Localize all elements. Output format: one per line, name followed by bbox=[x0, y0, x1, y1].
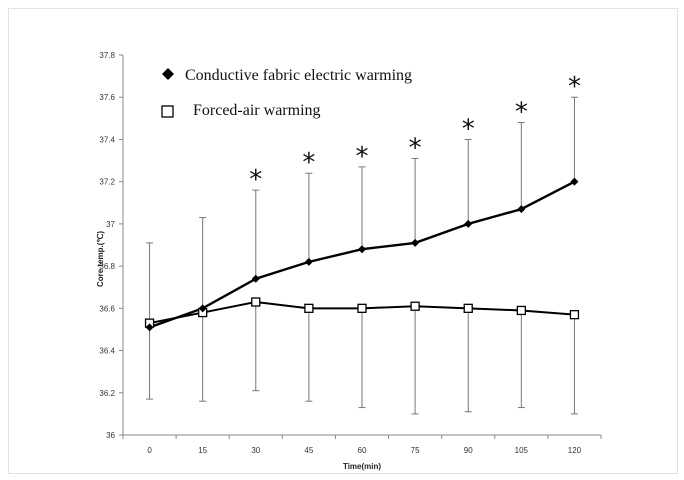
significance-star: * bbox=[409, 133, 422, 163]
x-tick-label: 0 bbox=[147, 446, 152, 455]
axes bbox=[122, 55, 601, 436]
y-tick-label: 36.8 bbox=[99, 262, 115, 271]
significance-star: * bbox=[462, 114, 475, 144]
x-tick-label: 30 bbox=[251, 446, 260, 455]
x-axis-title: Time(min) bbox=[343, 462, 381, 471]
y-tick-label: 37.6 bbox=[99, 93, 115, 102]
y-tick-label: 37.4 bbox=[99, 135, 115, 144]
y-tick-label: 36.6 bbox=[99, 304, 115, 313]
data-point-forced-air bbox=[357, 303, 367, 313]
significance-star: * bbox=[249, 165, 262, 195]
significance-markers: * * * * * * * bbox=[249, 72, 581, 195]
x-tick-label: 15 bbox=[198, 446, 207, 455]
legend-square-marker bbox=[161, 105, 174, 118]
legend-diamond-marker bbox=[162, 68, 174, 80]
data-point-conductive bbox=[464, 219, 473, 228]
y-tick-label: 37.2 bbox=[99, 178, 115, 187]
legend: Conductive fabric electric warming Force… bbox=[161, 67, 412, 119]
y-tick-label: 36 bbox=[106, 431, 115, 440]
x-tick-label: 120 bbox=[568, 446, 582, 455]
significance-star: * bbox=[356, 142, 369, 172]
x-axis-ticks: 0 15 30 45 60 75 90 105 120 bbox=[122, 435, 602, 455]
data-point-conductive bbox=[304, 257, 313, 266]
y-tick-label: 37 bbox=[106, 220, 115, 229]
x-tick-label: 75 bbox=[411, 446, 420, 455]
y-tick-label: 36.2 bbox=[99, 389, 115, 398]
data-point-conductive bbox=[358, 245, 366, 254]
data-point-forced-air bbox=[410, 301, 420, 311]
data-point-forced-air bbox=[569, 310, 580, 320]
data-point-forced-air bbox=[251, 297, 261, 307]
data-point-forced-air bbox=[304, 303, 314, 313]
x-tick-label: 60 bbox=[358, 446, 367, 455]
data-point-conductive bbox=[251, 274, 260, 283]
line-chart: 36 36.2 36.4 36.6 36.8 37 37.2 37.4 37.6 37.8 0 15… bbox=[96, 51, 602, 471]
y-tick-label: 37.8 bbox=[99, 51, 115, 60]
data-point-conductive bbox=[145, 323, 154, 332]
legend-label-forced-air: Forced-air warming bbox=[193, 102, 321, 119]
data-point-conductive bbox=[517, 205, 526, 214]
data-point-conductive bbox=[570, 177, 579, 186]
data-point-forced-air bbox=[516, 305, 526, 316]
legend-label-conductive: Conductive fabric electric warming bbox=[185, 67, 412, 84]
x-tick-label: 45 bbox=[304, 446, 313, 455]
x-tick-label: 90 bbox=[464, 446, 473, 455]
significance-star: * bbox=[568, 72, 581, 102]
significance-star: * bbox=[515, 98, 528, 128]
significance-star: * bbox=[302, 148, 315, 178]
y-axis-title: Core temp.(℃) bbox=[96, 231, 105, 287]
x-tick-label: 105 bbox=[515, 446, 529, 455]
error-bars bbox=[146, 96, 578, 415]
data-point-conductive bbox=[198, 304, 207, 313]
chart-frame: 36 36.2 36.4 36.6 36.8 37 37.2 37.4 37.6 37.8 0 15… bbox=[8, 8, 678, 474]
data-point-forced-air bbox=[463, 303, 473, 313]
series-markers bbox=[144, 177, 580, 332]
data-point-conductive bbox=[411, 238, 420, 247]
y-axis-ticks: 36 36.2 36.4 36.6 36.8 37 37.2 37.4 37.6 37.8 bbox=[99, 51, 123, 440]
y-tick-label: 36.4 bbox=[99, 347, 115, 356]
